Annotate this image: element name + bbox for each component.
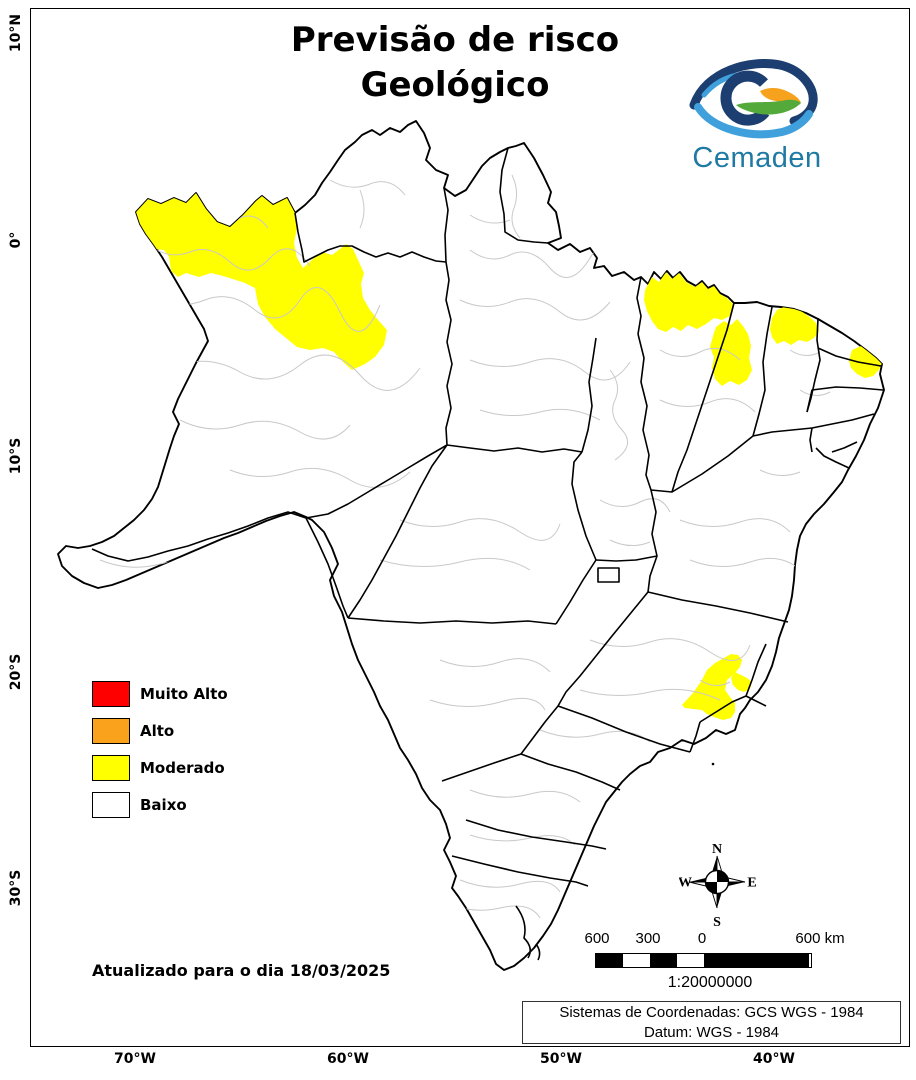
df-rectangle [597, 567, 620, 583]
risk-region-north-coast [644, 272, 733, 332]
lon-label-60w: 60°W [327, 1051, 369, 1067]
scale-label-600-km: 600 km [795, 930, 845, 947]
risk-region-southeast-main [682, 654, 742, 720]
risk-region-northwest [136, 193, 387, 370]
title-line-2: Geológico [360, 65, 550, 105]
brazil-outline [57, 120, 885, 971]
cemaden-logo-text: Cemaden [692, 142, 822, 174]
scale-label-300: 300 [635, 930, 661, 947]
color-swatch-baixo [92, 792, 130, 818]
scale-label-0: 0 [697, 930, 707, 947]
svg-text:W: W [679, 876, 692, 891]
lon-label-40w: 40°W [753, 1051, 795, 1067]
scale-label-600-left: 600 [584, 930, 610, 947]
compass-rose-icon: N S W E [679, 842, 757, 928]
risk-region-ceara-north [770, 306, 819, 345]
island-dot [711, 762, 715, 766]
lagoon-outline [515, 905, 541, 961]
cemaden-eye-icon [689, 59, 818, 139]
lat-label-0: 0° [8, 231, 24, 249]
legend-item-alto: Alto [92, 718, 228, 744]
svg-text:E: E [747, 876, 756, 891]
legend-item-moderado: Moderado [92, 755, 228, 781]
title-line-1: Previsão de risco [290, 20, 620, 60]
scale-ratio: 1:20000000 [667, 974, 753, 991]
state-borders [91, 147, 884, 961]
page-title: Previsão de risco Geológico [0, 18, 910, 108]
lon-label-50w: 50°W [540, 1051, 582, 1067]
legend-label: Muito Alto [140, 685, 228, 703]
projection-line-2: Datum: WGS - 1984 [643, 1024, 780, 1041]
lon-label-70w: 70°W [114, 1051, 156, 1067]
color-swatch-muito-alto [92, 681, 130, 707]
legend-item-baixo: Baixo [92, 792, 228, 818]
svg-text:N: N [712, 842, 722, 857]
scale-bar-graphic [595, 953, 812, 968]
color-swatch-moderado [92, 755, 130, 781]
scale-bar: 600 300 0 600 km 1:20000000 [575, 930, 885, 994]
risk-legend: Muito Alto Alto Moderado Baixo [92, 681, 228, 829]
legend-label: Baixo [140, 796, 187, 814]
legend-label: Alto [140, 722, 175, 740]
lat-label-10n: 10°N [8, 13, 24, 53]
updated-date-label: Atualizado para o dia 18/03/2025 [92, 961, 391, 980]
lat-label-20s: 20°S [8, 653, 24, 691]
risk-region-piaui-north [710, 319, 752, 386]
map-frame [30, 8, 910, 1047]
legend-label: Moderado [140, 759, 225, 777]
lat-label-30s: 30°S [8, 869, 24, 907]
lat-label-10s: 10°S [8, 437, 24, 475]
projection-line-1: Sistemas de Coordenadas: GCS WGS - 1984 [559, 1004, 864, 1021]
moderate-risk-regions [136, 193, 882, 720]
risk-region-southeast-east [731, 672, 752, 692]
svg-text:S: S [713, 915, 721, 928]
legend-item-muito-alto: Muito Alto [92, 681, 228, 707]
color-swatch-alto [92, 718, 130, 744]
projection-info: Sistemas de Coordenadas: GCS WGS - 1984 … [522, 1001, 901, 1044]
